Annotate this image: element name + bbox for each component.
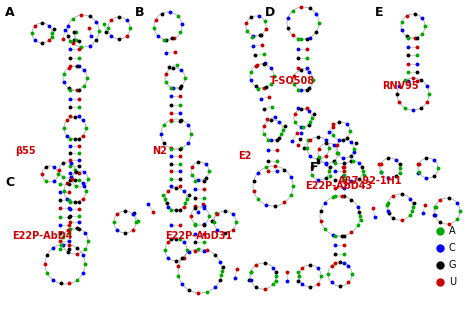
Text: E22P-AbD31: E22P-AbD31 [165, 231, 232, 241]
Text: N2: N2 [152, 146, 167, 156]
Text: E: E [375, 6, 383, 19]
Text: C: C [5, 176, 14, 189]
Text: C: C [449, 243, 456, 253]
Text: A: A [449, 226, 456, 236]
Text: F: F [310, 161, 319, 174]
Text: RNV95: RNV95 [382, 81, 419, 91]
Text: E2: E2 [238, 151, 251, 161]
Text: T-SO508: T-SO508 [270, 76, 315, 86]
Text: D: D [265, 6, 275, 19]
Text: G: G [449, 260, 456, 270]
Text: U: U [449, 277, 456, 287]
Text: A: A [5, 6, 15, 19]
Text: β55: β55 [15, 146, 36, 156]
Text: E22P-AbD43: E22P-AbD43 [305, 181, 372, 191]
Text: Aβ7-92-1H1: Aβ7-92-1H1 [338, 176, 402, 186]
Text: B: B [135, 6, 145, 19]
Text: E22P-AbD4: E22P-AbD4 [12, 231, 73, 241]
